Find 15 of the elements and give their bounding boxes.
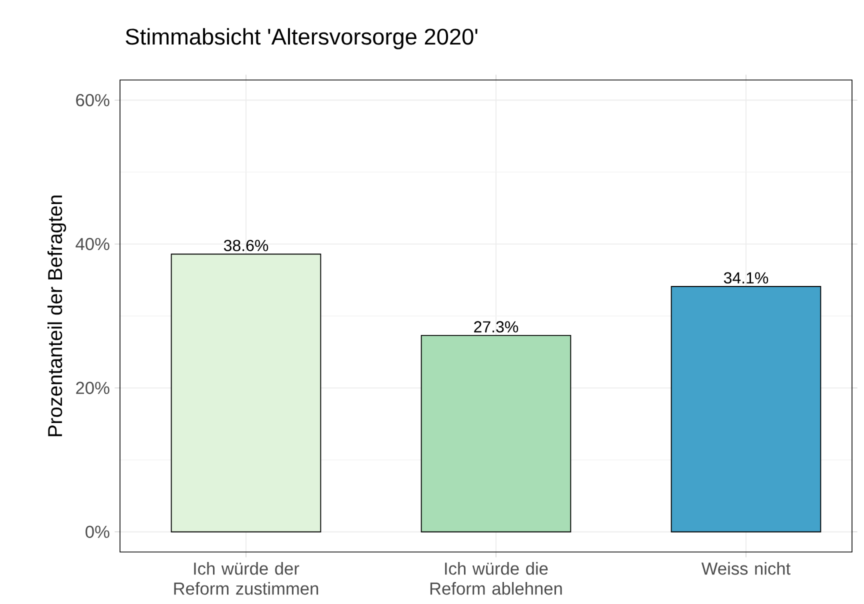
chart-title: Stimmabsicht 'Altersvorsorge 2020' [126, 28, 478, 50]
x-tick-label: Ich würde der Reform zustimmen [174, 562, 318, 595]
y-axis-title: Prozentanteil der Befragten [47, 196, 66, 436]
y-tick-label: 60% [76, 94, 110, 106]
data-label: 34.1% [724, 272, 768, 284]
y-tick-label: 40% [76, 238, 110, 250]
x-tick-label: Ich würde die Reform ablehnen [430, 562, 562, 595]
bar [670, 286, 822, 532]
bar [170, 254, 322, 532]
x-tick-label: Weiss nicht [701, 562, 790, 575]
data-label: 27.3% [474, 321, 518, 332]
y-tick-label: 0% [86, 526, 110, 538]
y-tick-label: 20% [76, 382, 110, 394]
bar [420, 334, 572, 532]
data-label: 38.6% [224, 240, 268, 252]
